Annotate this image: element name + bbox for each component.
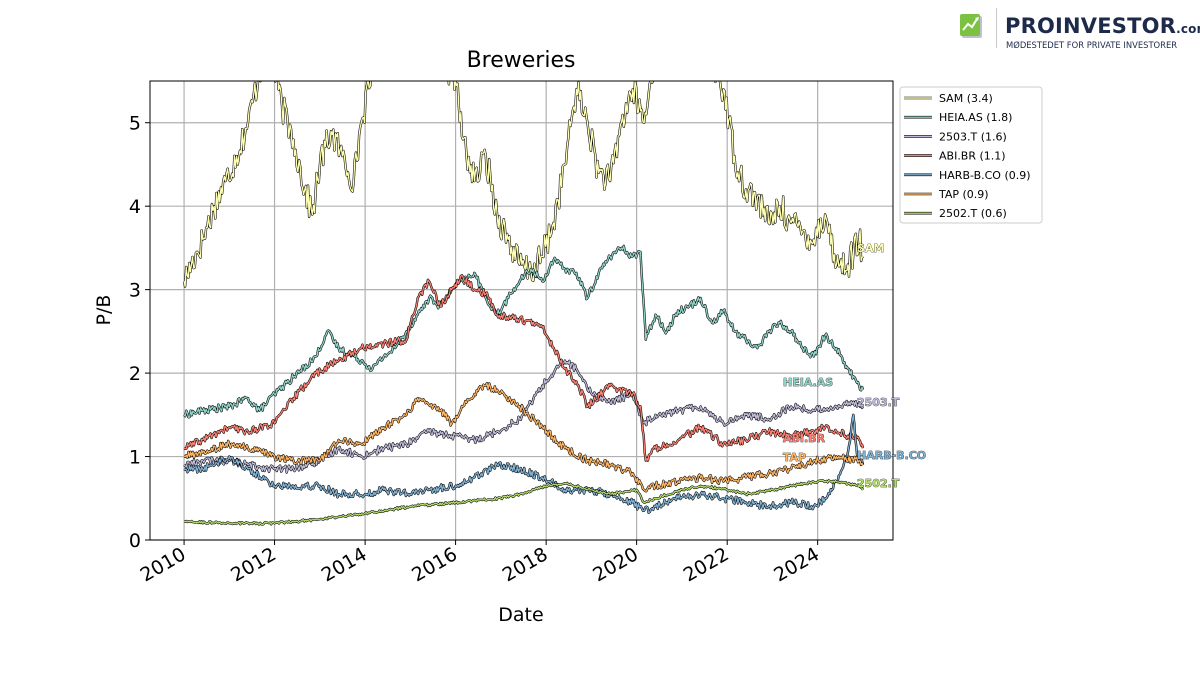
chart-badge-icon: [960, 14, 982, 38]
series-2502-t: [183, 479, 865, 526]
series-line: [184, 479, 864, 526]
legend-label: HARB-B.CO (0.9): [939, 169, 1031, 182]
legend-item[interactable]: HEIA.AS (1.8): [904, 111, 1012, 124]
series-line: [183, 359, 864, 474]
series-end-label: ABI.BR: [783, 432, 826, 445]
legend-label: HEIA.AS (1.8): [939, 111, 1012, 124]
series-end-label: HARB-B.CO: [857, 449, 926, 462]
brand-tagline: MØDESTEDET FOR PRIVATE INVESTORER: [1006, 40, 1178, 50]
series-sam: [182, 81, 864, 288]
legend-label: 2502.T (0.6): [939, 207, 1007, 220]
gridlines: [150, 81, 893, 541]
y-axis-label: P/B: [93, 295, 115, 326]
series-end-labels: SAM HEIA.AS 2503.T ABI.BR HARB-B.CO TAP 2502.T: [783, 242, 927, 491]
proinvestor-logo[interactable]: PROINVESTOR.com MØDESTEDET FOR PRIVATE I…: [960, 8, 1200, 52]
legend-item[interactable]: 2502.T (0.6): [904, 207, 1007, 220]
x-axis-label: Date: [498, 604, 543, 626]
y-tick-label: 0: [129, 530, 141, 552]
logo-divider: [996, 8, 997, 48]
legend-item[interactable]: SAM (3.4): [904, 92, 993, 105]
y-tick-label: 3: [129, 280, 141, 302]
legend-item[interactable]: TAP (0.9): [904, 188, 989, 201]
brand-name: PROINVESTOR.com: [1005, 14, 1200, 38]
series-end-label: HEIA.AS: [783, 376, 833, 389]
series-2503-t: [183, 359, 865, 474]
series-line: [183, 245, 864, 418]
legend-label: TAP (0.9): [938, 188, 989, 201]
series-tap: [183, 381, 865, 493]
legend-label: SAM (3.4): [939, 92, 993, 105]
legend: SAM (3.4) HEIA.AS (1.8) 2503.T (1.6) ABI.BR…: [899, 86, 1043, 224]
legend-item[interactable]: 2503.T (1.6): [904, 130, 1007, 143]
chart-title: Breweries: [467, 48, 576, 73]
y-tick-label: 4: [129, 196, 141, 218]
series-end-label: TAP: [783, 451, 806, 464]
legend-item[interactable]: HARB-B.CO (0.9): [904, 169, 1031, 182]
legend-item[interactable]: ABI.BR (1.1): [904, 150, 1006, 163]
brand-domain: .com: [1176, 22, 1200, 36]
series-end-label: SAM: [857, 242, 884, 255]
series-heia-as: [183, 244, 865, 419]
legend-label: 2503.T (1.6): [939, 130, 1007, 143]
y-tick-label: 2: [129, 363, 141, 385]
series-line: [183, 414, 864, 514]
series-line: [183, 382, 864, 492]
brand-name-text: PROINVESTOR: [1005, 14, 1177, 38]
plot-frame: [149, 80, 894, 541]
series-line: [183, 274, 864, 462]
y-tick-label: 5: [129, 113, 141, 135]
y-tick-label: 1: [129, 447, 141, 469]
legend-box: [899, 86, 1043, 224]
series-abi-br: [183, 274, 865, 462]
series-lines: [182, 81, 865, 526]
series-end-label: 2502.T: [857, 477, 900, 490]
series-line: [183, 81, 864, 288]
legend-label: ABI.BR (1.1): [939, 150, 1006, 163]
series-harb-b-co: [183, 413, 865, 514]
series-end-label: 2503.T: [857, 396, 900, 409]
